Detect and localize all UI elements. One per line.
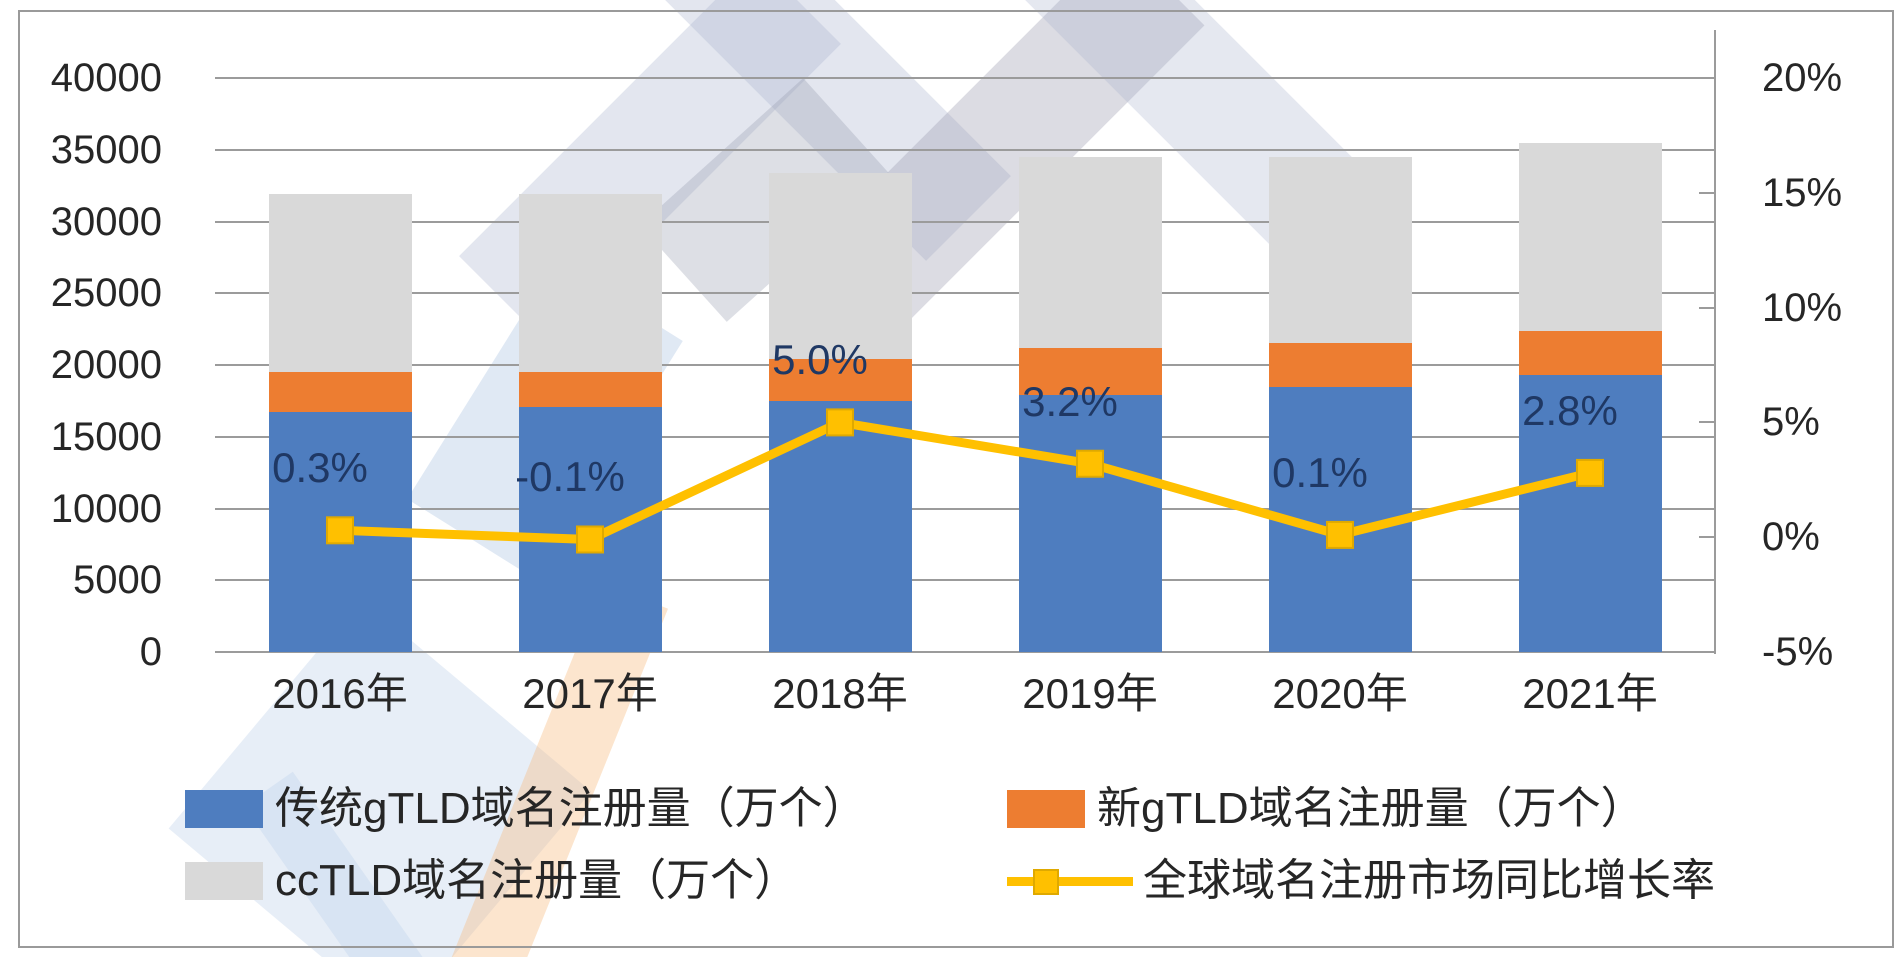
gridline-20000 [215,364,1715,366]
legend-swatch-traditional-gtld-icon [185,790,263,828]
right-axis-line [1714,30,1716,654]
right-axis-label-10: 10% [1762,285,1843,330]
bar-segment-2021年-series0 [1518,375,1662,652]
growth-line-marker-2016年 [326,516,354,545]
right-axis-tick-0 [1699,536,1715,539]
right-axis-tick-10 [1699,306,1715,309]
x-axis-label-2016年: 2016年 [272,670,408,717]
left-axis-label-5000: 5000 [73,558,162,603]
right-axis-tick--5 [1699,651,1715,653]
left-axis-label-25000: 25000 [50,271,162,316]
x-axis-label-2017年: 2017年 [522,670,658,717]
left-axis-label-0: 0 [139,630,162,674]
right-axis-label-0: 0% [1762,515,1820,560]
legend-item-growth-rate: 全球域名注册市场同比增长率 [1007,857,1715,905]
right-axis-tick-20 [1699,77,1715,79]
bar-segment-2018年-series1 [768,359,912,401]
growth-line-marker-2021年 [1576,458,1604,487]
chart-outer-border [18,10,1894,948]
right-axis-tick-15 [1699,191,1715,194]
gridline-30000 [215,220,1715,223]
gridline-0 [215,651,1715,653]
growth-line-marker-2019年 [1076,449,1104,478]
growth-point-label-2019年: 3.2% [1022,377,1118,425]
legend-label-growth-rate: 全球域名注册市场同比增长率 [1143,856,1715,905]
bar-segment-2017年-series2 [518,194,662,373]
left-axis-label-20000: 20000 [50,343,162,387]
gridline-15000 [215,435,1715,438]
gridline-40000 [215,77,1715,79]
legend-label-traditional-gtld: 传统gTLD域名注册量（万个） [275,784,867,833]
left-axis-label-40000: 40000 [50,56,162,100]
x-axis-label-2020年: 2020年 [1272,670,1408,717]
right-axis-label-15: 15% [1762,170,1843,215]
growth-line [339,417,1592,544]
bar-segment-2016年-series2 [268,194,412,373]
growth-point-label-2020年: 0.1% [1272,448,1368,496]
legend-label-new-gtld: 新gTLD域名注册量（万个） [1097,784,1645,833]
bar-segment-2017年-series1 [518,372,662,407]
left-axis-label-30000: 30000 [50,199,162,244]
right-axis-tick-5 [1699,421,1715,424]
growth-point-label-2021年: 2.8% [1522,386,1618,434]
x-axis-label-2018年: 2018年 [772,670,908,717]
bar-segment-2020年-series2 [1268,156,1412,344]
x-axis-label-2021年: 2021年 [1522,670,1658,717]
growth-line-marker-2020年 [1326,520,1354,549]
left-axis-label-15000: 15000 [50,414,162,459]
right-axis-label-5: 5% [1762,400,1820,445]
growth-point-label-2016年: 0.3% [272,444,368,492]
gridline-35000 [215,148,1715,151]
gridline-10000 [215,507,1715,510]
bar-segment-2020年-series1 [1268,343,1412,387]
right-axis-label--5: -5% [1762,630,1834,674]
legend-swatch-cctld-icon [185,862,263,900]
gridline-25000 [215,292,1715,295]
bar-segment-2021年-series2 [1518,142,1662,331]
bar-segment-2016年-series1 [268,372,412,413]
bar-segment-2021年-series1 [1518,330,1662,376]
legend-swatch-new-gtld-icon [1007,790,1085,828]
bar-segment-2019年-series0 [1018,395,1162,652]
legend-item-traditional-gtld: 传统gTLD域名注册量（万个） [185,785,867,833]
growth-line-marker-2018年 [826,408,854,437]
left-axis-label-35000: 35000 [50,127,162,172]
gridline-5000 [215,579,1715,582]
legend-item-new-gtld: 新gTLD域名注册量（万个） [1007,785,1645,833]
growth-point-label-2017年: -0.1% [515,453,625,501]
x-axis-label-2019年: 2019年 [1022,670,1158,717]
growth-line-marker-2017年 [576,525,604,554]
growth-point-label-2018年: 5.0% [772,336,868,384]
bar-segment-2019年-series2 [1018,156,1162,348]
bar-segment-2019年-series1 [1018,347,1162,396]
legend-label-cctld: ccTLD域名注册量（万个） [275,856,799,905]
left-axis-label-10000: 10000 [50,486,162,531]
legend-item-cctld: ccTLD域名注册量（万个） [185,857,798,905]
right-axis-label-20: 20% [1762,56,1843,100]
legend-line-marker-icon [1007,862,1133,900]
bar-segment-2018年-series2 [768,172,912,360]
